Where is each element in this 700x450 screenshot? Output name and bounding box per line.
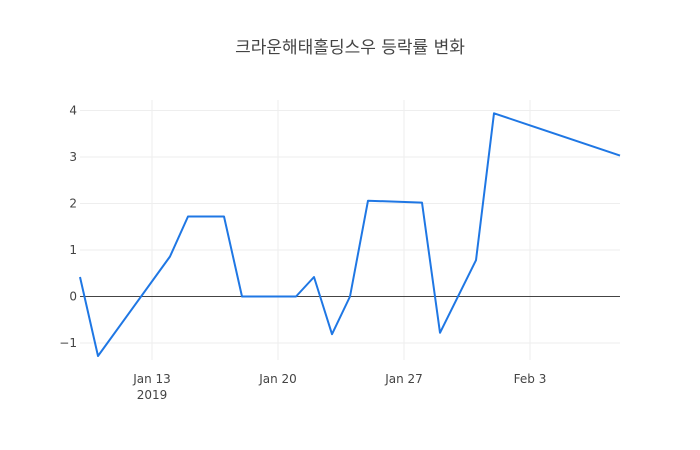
- svg-text:Jan 20: Jan 20: [258, 372, 297, 386]
- grid-lines: [80, 100, 620, 360]
- svg-text:−1: −1: [59, 336, 77, 350]
- y-axis-ticks: −1 0 1 2 3 4: [59, 104, 77, 351]
- svg-text:1: 1: [69, 243, 77, 257]
- svg-text:0: 0: [69, 290, 77, 304]
- x-axis-ticks: Jan 13 2019 Jan 20 Jan 27 Feb 3: [132, 372, 546, 402]
- svg-text:Jan 13: Jan 13: [132, 372, 171, 386]
- series-line: [79, 112, 621, 357]
- chart-title: 크라운해태홀딩스우 등락률 변화: [235, 38, 465, 58]
- svg-text:Jan 27: Jan 27: [384, 372, 423, 386]
- svg-text:4: 4: [69, 104, 77, 118]
- svg-text:2: 2: [69, 197, 77, 211]
- svg-text:3: 3: [69, 150, 77, 164]
- svg-text:Feb 3: Feb 3: [514, 372, 547, 386]
- svg-text:2019: 2019: [137, 388, 168, 402]
